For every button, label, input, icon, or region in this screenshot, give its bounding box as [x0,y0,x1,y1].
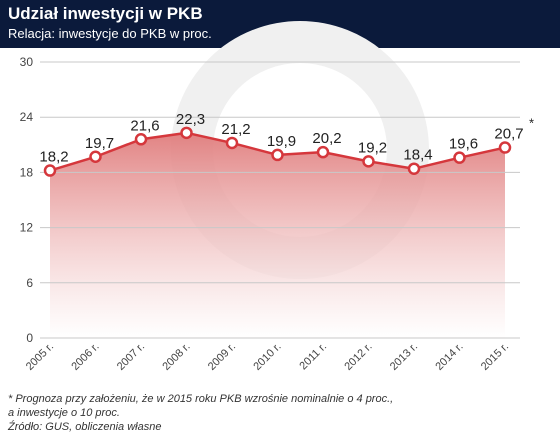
footnote-line-2: a inwestycje o 10 proc. [8,407,120,419]
x-tick-label-0: 2005 r. [24,341,56,373]
x-tick-label-5: 2010 r. [251,341,283,373]
chart-subtitle: Relacja: inwestycje do PKB w proc. [8,26,212,41]
value-label-5: 19,9 [267,133,296,150]
x-tick-label-1: 2006 r. [69,341,101,373]
data-point-0 [43,164,57,177]
x-tick-label-10: 2015 r. [479,341,511,373]
data-point-5 [271,148,284,162]
value-label-0: 18,2 [39,149,68,166]
value-label-10: 20,7 [494,126,523,143]
x-tick-label-8: 2013 r. [388,341,420,373]
value-label-2: 21,6 [130,117,159,134]
area-fill [50,132,505,338]
x-tick-label-9: 2014 r. [433,341,465,373]
y-tick-label-6: 6 [26,276,33,290]
x-tick-label-6: 2011 r. [297,341,329,373]
data-point-8 [407,162,421,175]
x-tick-label-4: 2009 r. [206,341,238,373]
data-point-7 [362,155,375,168]
x-tick-label-2: 2007 r. [115,341,147,373]
data-point-4 [225,136,239,150]
chart-title: Udział inwestycji w PKB [8,4,203,23]
data-point-10 [498,141,512,154]
x-tick-label-3: 2008 r. [160,341,192,373]
data-point-1 [89,150,102,164]
value-label-8: 18,4 [403,147,432,164]
data-point-9 [453,151,466,164]
value-label-7: 19,2 [358,139,387,156]
footnote-marker: * [529,116,534,131]
data-point-3 [180,126,193,140]
value-label-1: 19,7 [85,135,114,152]
x-tick-label-7: 2012 r. [342,341,374,373]
footnote-line-1: * Prognoza przy założeniu, że w 2015 rok… [8,393,394,405]
data-point-6 [316,145,330,159]
y-tick-label-30: 30 [20,55,34,69]
value-label-9: 19,6 [449,136,478,153]
y-tick-label-18: 18 [20,165,34,179]
data-point-2 [134,133,148,146]
source-note: Źródło: GUS, obliczenia własne [8,421,162,433]
chart-notes: * Prognoza przy założeniu, że w 2015 rok… [8,392,393,434]
y-tick-label-24: 24 [20,110,34,124]
y-tick-label-12: 12 [20,221,34,235]
value-label-3: 22,3 [176,111,205,128]
value-label-4: 21,2 [221,121,250,138]
value-label-6: 20,2 [312,130,341,147]
y-tick-label-0: 0 [26,331,33,345]
